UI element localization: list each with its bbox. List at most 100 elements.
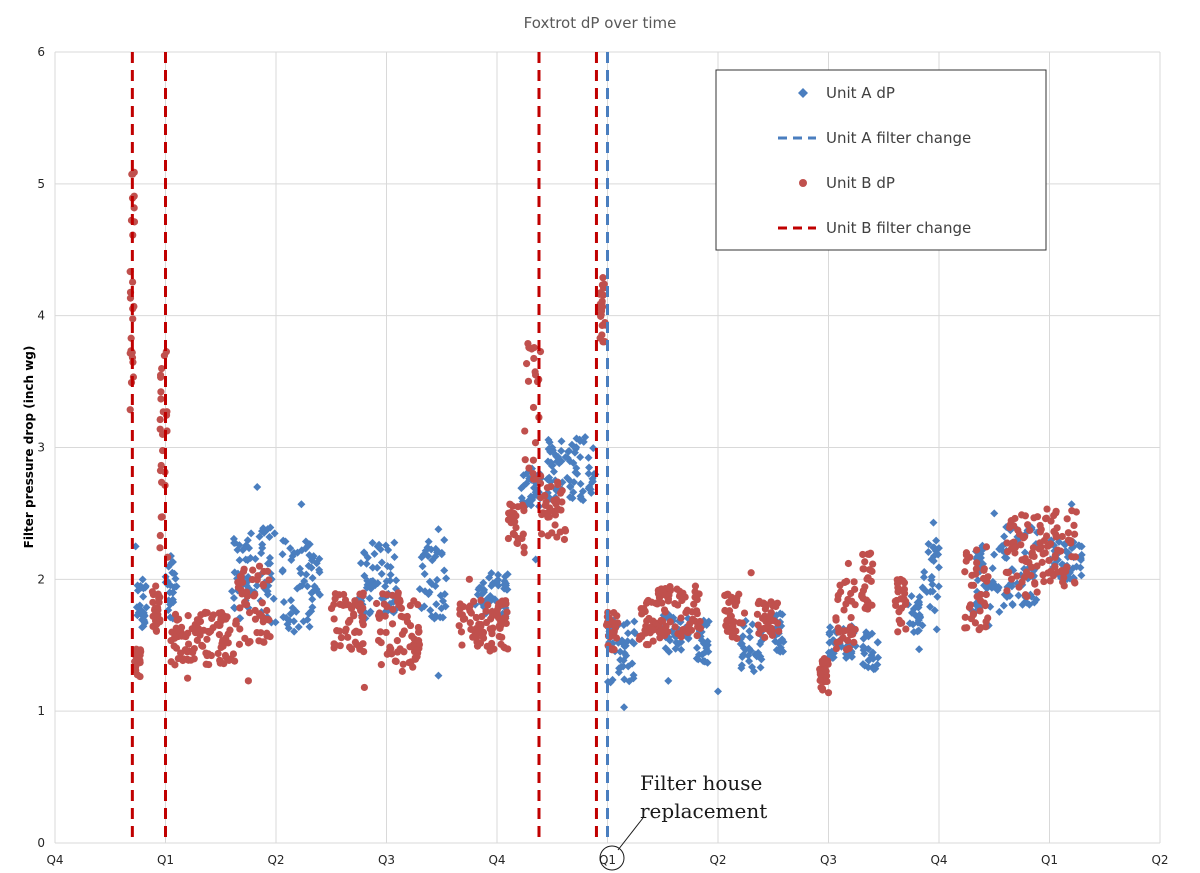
unit-b-dp-point <box>248 575 257 584</box>
unit-b-dp-point <box>399 660 407 668</box>
unit-b-dp-point <box>215 631 224 639</box>
unit-b-dp-point <box>156 544 164 552</box>
unit-b-dp-point <box>238 578 247 587</box>
x-tick-label: Q4 <box>488 853 505 867</box>
unit-b-dp-point <box>521 456 529 464</box>
unit-b-dp-point <box>458 641 466 649</box>
unit-a-dp-point <box>390 538 399 547</box>
unit-a-dp-point <box>360 549 369 558</box>
unit-b-dp-point <box>850 638 858 646</box>
unit-b-dp-point <box>1045 556 1053 565</box>
unit-a-dp-point <box>360 571 369 580</box>
unit-a-dp-point <box>501 572 510 581</box>
unit-b-dp-point <box>157 395 165 403</box>
unit-b-dp-point <box>772 602 780 611</box>
unit-b-dp-point <box>962 551 970 559</box>
x-tick-label: Q1 <box>1041 853 1058 867</box>
unit-b-dp-point <box>696 617 704 626</box>
unit-a-dp-point <box>426 606 435 615</box>
unit-a-dp-point <box>442 574 451 583</box>
unit-b-dp-point <box>1060 582 1068 590</box>
unit-a-dp-point <box>736 639 745 648</box>
unit-a-dp-point <box>545 473 554 482</box>
unit-a-dp-point <box>424 537 433 546</box>
unit-b-dp-point <box>1071 553 1080 561</box>
unit-a-dp-point <box>477 590 486 599</box>
unit-a-dp-point <box>570 448 579 457</box>
unit-b-dp-point <box>764 621 772 629</box>
unit-b-dp-point <box>1033 562 1041 570</box>
unit-b-dp-point <box>1030 514 1038 522</box>
unit-a-dp-point <box>139 592 148 601</box>
unit-b-dp-point <box>344 633 352 641</box>
unit-a-dp-point <box>572 443 581 452</box>
unit-b-dp-point <box>172 624 180 632</box>
unit-b-dp-point <box>330 615 338 623</box>
unit-b-dp-point <box>1003 587 1011 595</box>
unit-a-dp-point <box>661 644 670 653</box>
unit-a-dp-point <box>976 553 985 562</box>
unit-b-dp-point <box>560 535 569 544</box>
unit-b-dp-point <box>541 501 549 510</box>
unit-b-dp-point <box>596 300 604 308</box>
unit-b-dp-point <box>894 628 902 636</box>
unit-b-dp-point <box>900 579 909 587</box>
unit-b-dp-point <box>1044 569 1052 577</box>
unit-b-dp-point <box>1040 577 1048 586</box>
unit-b-dp-point <box>382 628 390 637</box>
unit-a-dp-point <box>255 532 264 541</box>
unit-b-dp-point <box>768 631 777 639</box>
unit-a-dp-point <box>569 488 578 497</box>
unit-b-dp-point <box>895 616 903 624</box>
unit-b-dp-point <box>360 683 368 692</box>
unit-a-dp-point <box>1000 532 1009 541</box>
unit-a-dp-point <box>1077 571 1086 580</box>
unit-b-dp-point <box>409 641 417 649</box>
unit-a-dp-point <box>910 609 919 618</box>
unit-b-dp-point <box>981 602 989 610</box>
unit-b-dp-point <box>971 619 980 627</box>
unit-a-dp-point <box>928 587 937 596</box>
unit-b-dp-point <box>351 638 360 646</box>
unit-b-dp-point <box>190 655 198 663</box>
unit-b-dp-point <box>891 597 899 605</box>
unit-b-dp-point <box>767 598 775 606</box>
unit-b-dp-point <box>337 634 345 642</box>
unit-b-dp-point <box>490 645 498 653</box>
unit-b-dp-point <box>203 635 211 643</box>
unit-a-dp-point <box>664 676 673 685</box>
y-axis-title: Filter pressure drop (inch wg) <box>22 346 36 549</box>
unit-a-dp-point <box>420 570 429 579</box>
unit-b-dp-point <box>128 278 137 286</box>
unit-b-dp-point <box>254 572 262 580</box>
unit-b-dp-point <box>1041 549 1049 557</box>
unit-b-dp-point <box>456 600 464 608</box>
unit-a-dp-point <box>431 582 440 591</box>
unit-b-dp-point <box>504 534 513 543</box>
unit-b-dp-point <box>740 609 749 617</box>
unit-b-dp-point <box>149 598 157 606</box>
unit-a-dp-point <box>140 611 149 620</box>
unit-b-dp-point <box>1006 523 1014 532</box>
unit-b-dp-point <box>596 290 604 298</box>
unit-b-dp-point <box>383 591 391 599</box>
unit-b-dp-point <box>188 625 196 633</box>
unit-b-dp-point <box>398 667 406 675</box>
unit-a-dp-point <box>303 582 312 591</box>
unit-a-dp-point <box>308 573 317 582</box>
unit-b-dp-point <box>345 601 353 609</box>
unit-a-dp-point <box>474 585 483 594</box>
unit-b-dp-point <box>657 628 665 636</box>
unit-a-dp-point <box>614 668 623 677</box>
unit-b-dp-point <box>129 170 137 178</box>
unit-b-dp-point <box>464 604 473 612</box>
unit-b-dp-point <box>251 615 260 623</box>
unit-b-dp-point <box>554 480 562 489</box>
unit-b-dp-point <box>241 634 249 642</box>
unit-b-dp-point <box>731 601 739 609</box>
unit-b-dp-point <box>844 559 852 568</box>
unit-a-dp-point <box>142 603 151 612</box>
unit-b-dp-point <box>410 597 418 605</box>
unit-a-dp-point <box>1014 591 1023 600</box>
